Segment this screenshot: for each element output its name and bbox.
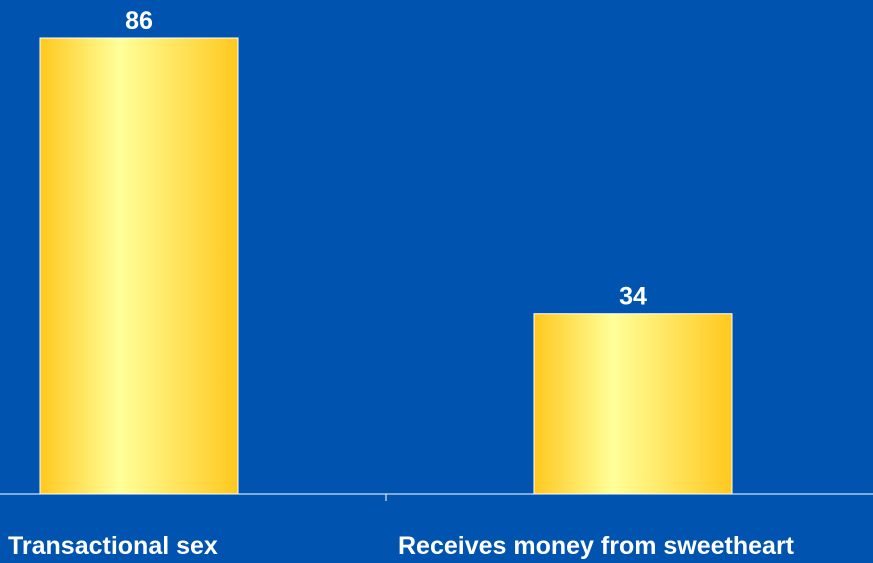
data-label: 34 <box>619 283 647 311</box>
data-label: 86 <box>125 7 153 35</box>
x-tick-label: Receives money from sweetheart <box>398 532 795 560</box>
bar <box>39 37 239 495</box>
x-tick-label: Transactional sex <box>8 532 218 560</box>
bar <box>533 313 733 495</box>
